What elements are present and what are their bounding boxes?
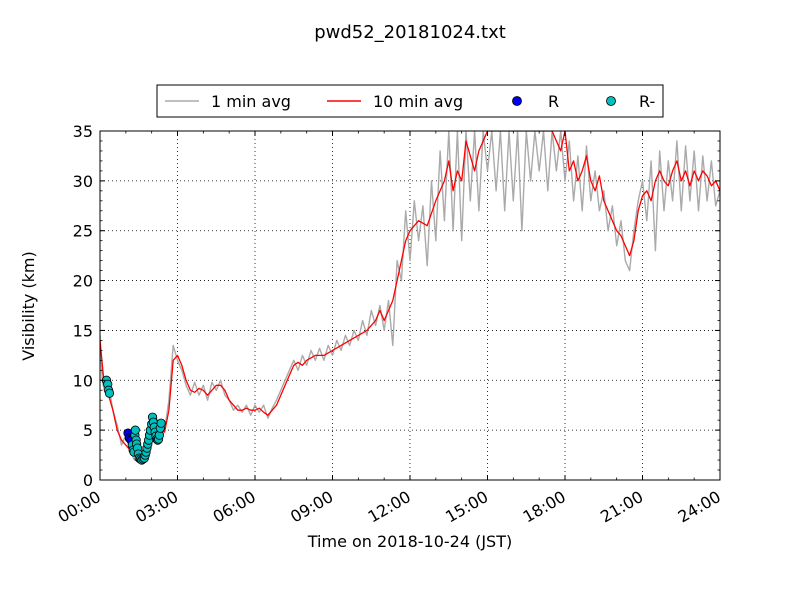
x-tick-label: 03:00 [132, 487, 181, 527]
x-axis-label: Time on 2018-10-24 (JST) [307, 532, 512, 551]
legend-frame [156, 84, 664, 118]
y-tick-label: 5 [83, 421, 93, 440]
series-markers [101, 375, 166, 465]
legend-label: R- [639, 92, 655, 111]
chart-title: pwd52_20181024.txt [314, 22, 506, 43]
legend-label: 1 min avg [211, 92, 291, 111]
marker-r-minus [156, 418, 166, 428]
grid-lines [100, 131, 720, 480]
series-lines [100, 131, 720, 461]
y-tick-label: 10 [73, 371, 93, 390]
y-tick-label: 0 [83, 471, 93, 490]
y-tick-label: 20 [73, 272, 93, 291]
x-tick-label: 21:00 [597, 487, 646, 527]
series-line-10-min-avg [100, 131, 720, 459]
marker-r-minus [130, 425, 140, 435]
x-tick-label: 18:00 [520, 487, 569, 527]
x-tick-label: 06:00 [210, 487, 259, 527]
y-tick-label: 15 [73, 321, 93, 340]
y-tick-label: 30 [73, 172, 93, 191]
legend-label: R [548, 92, 559, 111]
marker-r-minus [104, 388, 115, 398]
x-tick-label: 15:00 [442, 487, 491, 527]
x-tick-label: 09:00 [287, 487, 336, 527]
y-tick-label: 35 [73, 122, 93, 141]
legend-swatch-r [512, 96, 522, 106]
x-tick-label: 12:00 [365, 487, 414, 527]
axis-ticks: 00:00 03:00 06:00 09:00 12:00 15:00 18:00 21:00… [55, 122, 724, 527]
y-tick-label: 25 [73, 222, 93, 241]
legend-swatch-r-minus [606, 96, 616, 106]
x-tick-label: 00:00 [55, 487, 104, 527]
y-axis-label: Visibility (km) [19, 251, 38, 360]
legend-label: 10 min avg [373, 92, 463, 111]
chart-legend: 1 min avg 10 min avg R R- [156, 84, 664, 118]
x-tick-label: 24:00 [675, 487, 724, 527]
